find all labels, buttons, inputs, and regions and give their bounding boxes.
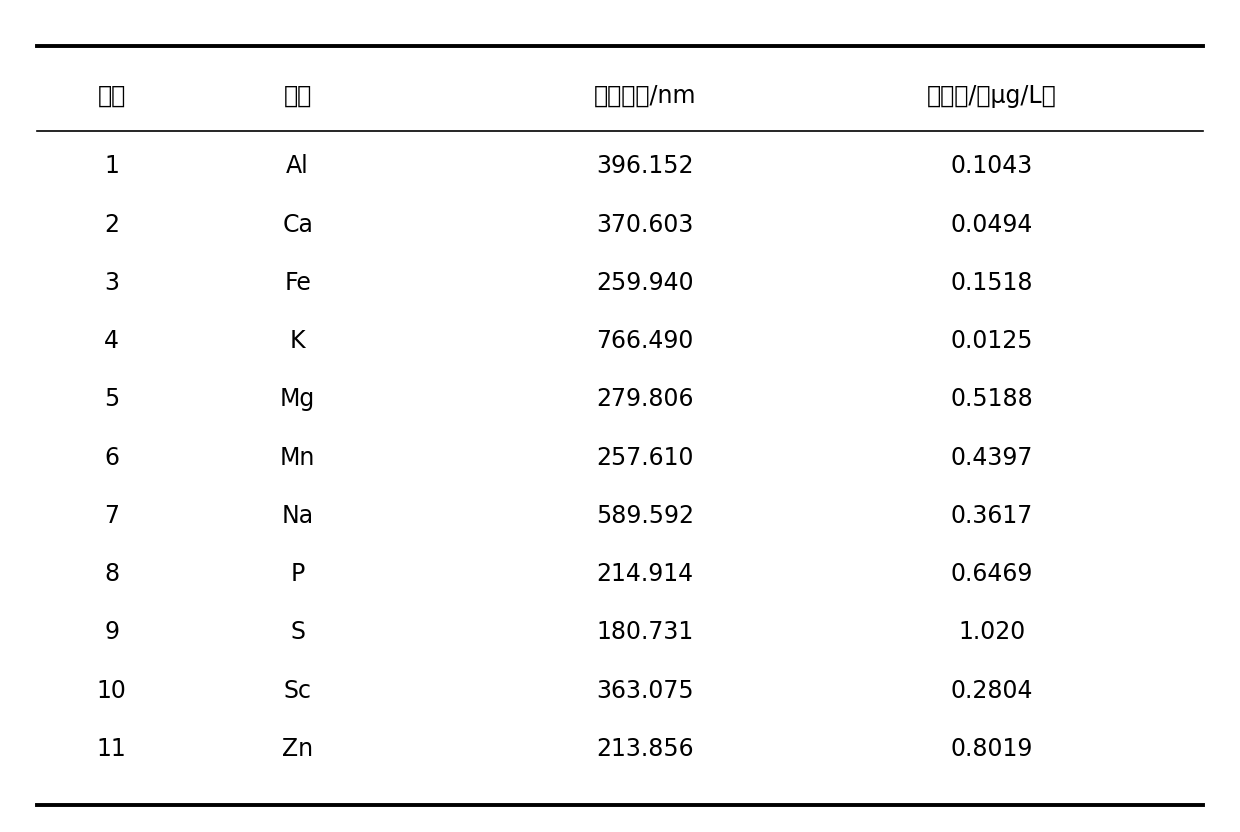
Text: 8: 8 xyxy=(104,562,119,586)
Text: 0.2804: 0.2804 xyxy=(951,679,1033,702)
Text: 10: 10 xyxy=(97,679,126,702)
Text: 396.152: 396.152 xyxy=(596,155,693,178)
Text: 589.592: 589.592 xyxy=(595,504,694,527)
Text: 0.4397: 0.4397 xyxy=(951,446,1033,469)
Text: 0.0125: 0.0125 xyxy=(951,329,1033,353)
Text: 元素: 元素 xyxy=(284,84,311,107)
Text: 4: 4 xyxy=(104,329,119,353)
Text: Fe: Fe xyxy=(284,271,311,295)
Text: Ca: Ca xyxy=(283,213,312,236)
Text: 0.1518: 0.1518 xyxy=(951,271,1033,295)
Text: K: K xyxy=(290,329,305,353)
Text: Na: Na xyxy=(281,504,314,527)
Text: 0.6469: 0.6469 xyxy=(951,562,1033,586)
Text: 214.914: 214.914 xyxy=(596,562,693,586)
Text: 9: 9 xyxy=(104,621,119,644)
Text: 766.490: 766.490 xyxy=(596,329,693,353)
Text: Mn: Mn xyxy=(280,446,315,469)
Text: 11: 11 xyxy=(97,737,126,760)
Text: 3: 3 xyxy=(104,271,119,295)
Text: Al: Al xyxy=(286,155,309,178)
Text: 0.8019: 0.8019 xyxy=(951,737,1033,760)
Text: 7: 7 xyxy=(104,504,119,527)
Text: 0.5188: 0.5188 xyxy=(951,388,1033,411)
Text: 分析谱线/nm: 分析谱线/nm xyxy=(594,84,696,107)
Text: 1.020: 1.020 xyxy=(959,621,1025,644)
Text: 6: 6 xyxy=(104,446,119,469)
Text: 5: 5 xyxy=(104,388,119,411)
Text: 0.0494: 0.0494 xyxy=(951,213,1033,236)
Text: Zn: Zn xyxy=(281,737,314,760)
Text: 213.856: 213.856 xyxy=(596,737,693,760)
Text: Sc: Sc xyxy=(284,679,311,702)
Text: 259.940: 259.940 xyxy=(596,271,693,295)
Text: 257.610: 257.610 xyxy=(596,446,693,469)
Text: 检出限/（μg/L）: 检出限/（μg/L） xyxy=(928,84,1056,107)
Text: P: P xyxy=(290,562,305,586)
Text: 279.806: 279.806 xyxy=(596,388,693,411)
Text: 序号: 序号 xyxy=(98,84,125,107)
Text: 1: 1 xyxy=(104,155,119,178)
Text: 2: 2 xyxy=(104,213,119,236)
Text: 180.731: 180.731 xyxy=(596,621,693,644)
Text: 363.075: 363.075 xyxy=(596,679,693,702)
Text: 0.3617: 0.3617 xyxy=(951,504,1033,527)
Text: Mg: Mg xyxy=(280,388,315,411)
Text: S: S xyxy=(290,621,305,644)
Text: 370.603: 370.603 xyxy=(596,213,693,236)
Text: 0.1043: 0.1043 xyxy=(951,155,1033,178)
